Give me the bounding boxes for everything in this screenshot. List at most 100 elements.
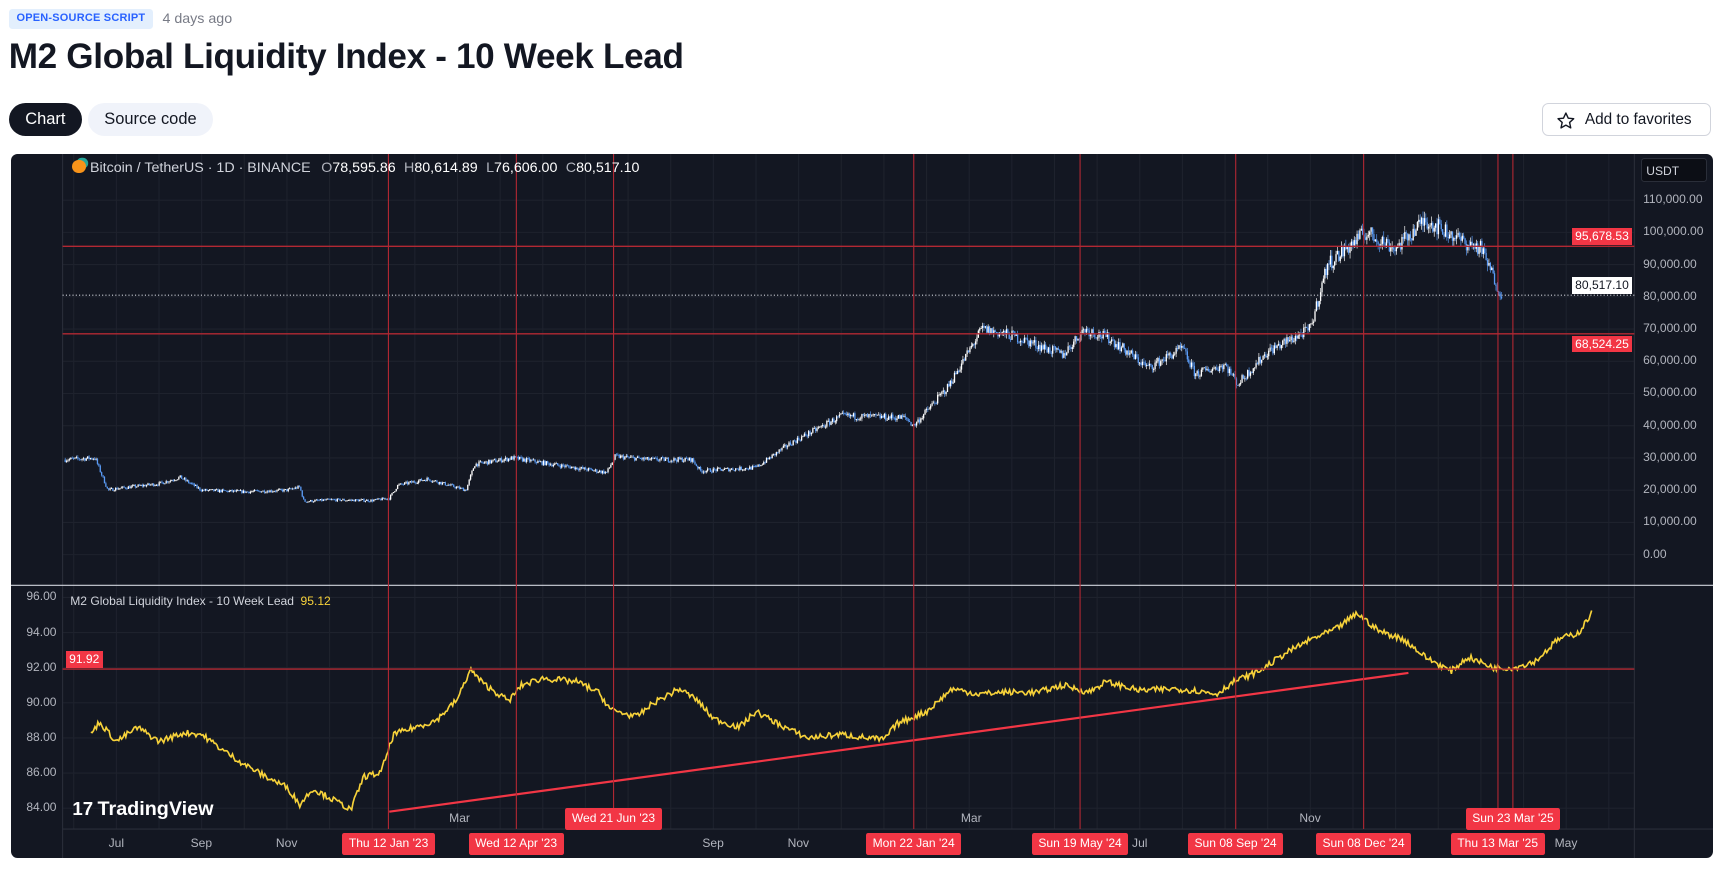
candle-body (960, 363, 963, 370)
candle-body (448, 484, 451, 486)
candle-body (1322, 278, 1325, 283)
candle-body (1453, 237, 1455, 241)
candle-body (1406, 233, 1409, 241)
candle-body (1394, 249, 1396, 251)
candle-body (830, 421, 832, 425)
candle-body (1488, 262, 1490, 266)
candle-body (639, 457, 641, 459)
candle-body (455, 486, 458, 488)
chart-canvas[interactable] (10, 153, 1714, 859)
candle-body (1340, 246, 1343, 257)
candle-body (610, 464, 612, 468)
candle-body (78, 458, 80, 460)
candle-body (871, 414, 873, 416)
candle-body (1070, 346, 1072, 349)
time-axis-tick: Mar (960, 811, 982, 826)
candle-body (408, 481, 410, 484)
candle-body (338, 498, 340, 500)
candle-body (488, 459, 490, 465)
candle-body (646, 456, 648, 459)
candle-body (124, 487, 127, 489)
tab-source-code[interactable]: Source code (87, 103, 214, 137)
candle-body (497, 459, 500, 462)
candle-body (1336, 250, 1339, 254)
candle-body (1484, 247, 1486, 253)
candle-body (1305, 326, 1308, 328)
candle-body (1189, 362, 1191, 367)
candle-body (802, 435, 804, 437)
candle-body (99, 465, 101, 472)
add-to-favorites-button[interactable]: Add to favorites (1542, 103, 1712, 137)
candle-body (412, 481, 414, 483)
candle-body (1392, 247, 1395, 250)
candle-body (754, 465, 756, 467)
tab-chart[interactable]: Chart (8, 103, 82, 137)
candle-body (1131, 350, 1134, 355)
candle-body (935, 402, 937, 404)
candle-body (638, 456, 640, 458)
candle-body (1091, 328, 1093, 334)
resistance-price-label: 95,678.53 (1571, 228, 1633, 245)
candle-body (496, 461, 498, 463)
candle-body (1030, 340, 1033, 344)
candle-body (520, 456, 522, 458)
candle-body (614, 454, 616, 460)
candle-body (1401, 236, 1403, 250)
candle-body (720, 468, 723, 471)
candle-body (333, 499, 336, 500)
candle-body (803, 433, 806, 436)
candle-body (201, 489, 204, 491)
candle-body (1258, 356, 1260, 365)
candle-body (667, 457, 669, 462)
candle-body (1046, 348, 1048, 353)
time-marker-label: Sun 19 May '24 (1031, 833, 1129, 855)
candle-body (554, 463, 556, 465)
candle-body (524, 458, 526, 462)
candle-body (544, 460, 546, 465)
candle-body (1329, 255, 1332, 265)
page-title: M2 Global Liquidity Index - 10 Week Lead (8, 37, 684, 77)
candle-body (384, 498, 386, 500)
candle-body (931, 402, 933, 406)
candle-body (1220, 365, 1222, 367)
candle-body (304, 498, 306, 502)
candle-body (482, 462, 484, 464)
candle-body (82, 457, 85, 459)
candle-body (514, 455, 517, 457)
time-marker-label: Thu 12 Jan '23 (342, 833, 435, 855)
candle-body (509, 458, 511, 460)
candle-body (1209, 370, 1211, 373)
candle-body (373, 499, 375, 502)
candle-body (1455, 234, 1458, 239)
time-axis-tick: Jul (108, 836, 125, 851)
candle-body (1277, 343, 1280, 346)
candle-body (1009, 338, 1012, 340)
chart-widget[interactable]: Bitcoin / TetherUS · 1D · BINANCE O78,59… (10, 153, 1714, 859)
candle-body (596, 469, 598, 473)
candle-body (214, 489, 216, 491)
candle-body (1115, 343, 1117, 347)
candle-body (300, 486, 302, 491)
candle-body (645, 458, 647, 460)
candle-body (819, 426, 821, 428)
candle-body (127, 486, 129, 489)
candle-body (988, 326, 991, 335)
candle-body (850, 414, 852, 416)
candle-body (242, 490, 244, 493)
candle-body (266, 490, 268, 493)
candle-body (1458, 232, 1461, 237)
candle-body (1265, 354, 1267, 358)
candle-body (744, 467, 747, 470)
candle-body (1005, 328, 1008, 335)
candle-body (440, 481, 442, 484)
price-axis-tick: 70,000.00 (1643, 321, 1697, 336)
currency-selector[interactable]: USDT (1640, 158, 1707, 183)
candle-body (1486, 259, 1489, 266)
candle-body (621, 455, 623, 457)
candle-body (1311, 322, 1313, 324)
candle-body (1357, 233, 1360, 239)
candle-body (1273, 345, 1275, 354)
candle-body (890, 414, 893, 419)
candle-body (834, 420, 836, 423)
candle-body (1227, 366, 1229, 373)
